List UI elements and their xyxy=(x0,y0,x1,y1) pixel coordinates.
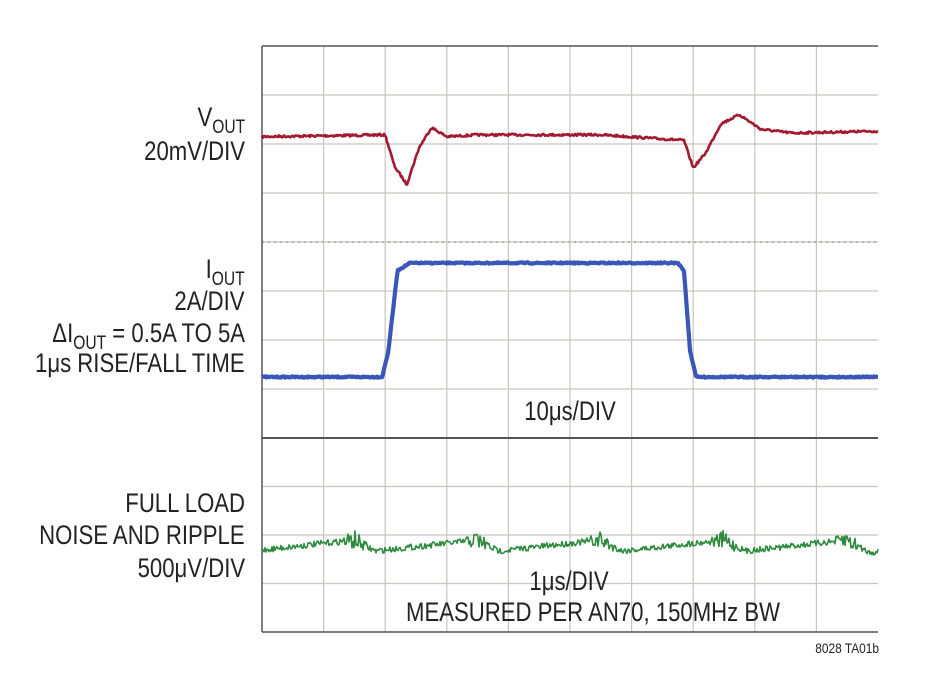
vout-scale: 20mV/DIV xyxy=(144,136,245,166)
iout-rise-fall: 1μs RISE/FALL TIME xyxy=(35,348,245,378)
iout-delta-main: ΔI xyxy=(52,318,74,348)
vout-trace xyxy=(260,113,879,186)
vout-label-sub: OUT xyxy=(212,117,245,138)
scope-grid xyxy=(261,45,878,633)
vout-label: VOUT xyxy=(197,102,245,138)
iout-label-main: I xyxy=(205,254,213,284)
noise-label-3: 500μV/DIV xyxy=(137,553,245,583)
noise-note: MEASURED PER AN70, 150MHz BW xyxy=(406,597,781,627)
iout-label-sub: OUT xyxy=(212,269,245,290)
scope-traces xyxy=(260,113,880,556)
iout-timebase: 10μs/DIV xyxy=(524,396,616,426)
iout-delta-text: = 0.5A TO 5A xyxy=(106,318,245,348)
iout-trace xyxy=(260,260,880,380)
iout-delta: ΔIOUT = 0.5A TO 5A xyxy=(52,318,245,354)
vout-label-main: V xyxy=(197,102,213,132)
iout-scale: 2A/DIV xyxy=(174,286,245,316)
noise-label-1: FULL LOAD xyxy=(125,488,245,518)
noise-timebase: 1μs/DIV xyxy=(529,566,609,596)
iout-label: IOUT xyxy=(205,254,245,290)
iout-delta-sub: OUT xyxy=(73,333,107,354)
ripple-trace xyxy=(261,529,879,556)
noise-label-2: NOISE AND RIPPLE xyxy=(39,520,245,550)
figure-id: 8028 TA01b xyxy=(815,640,879,656)
